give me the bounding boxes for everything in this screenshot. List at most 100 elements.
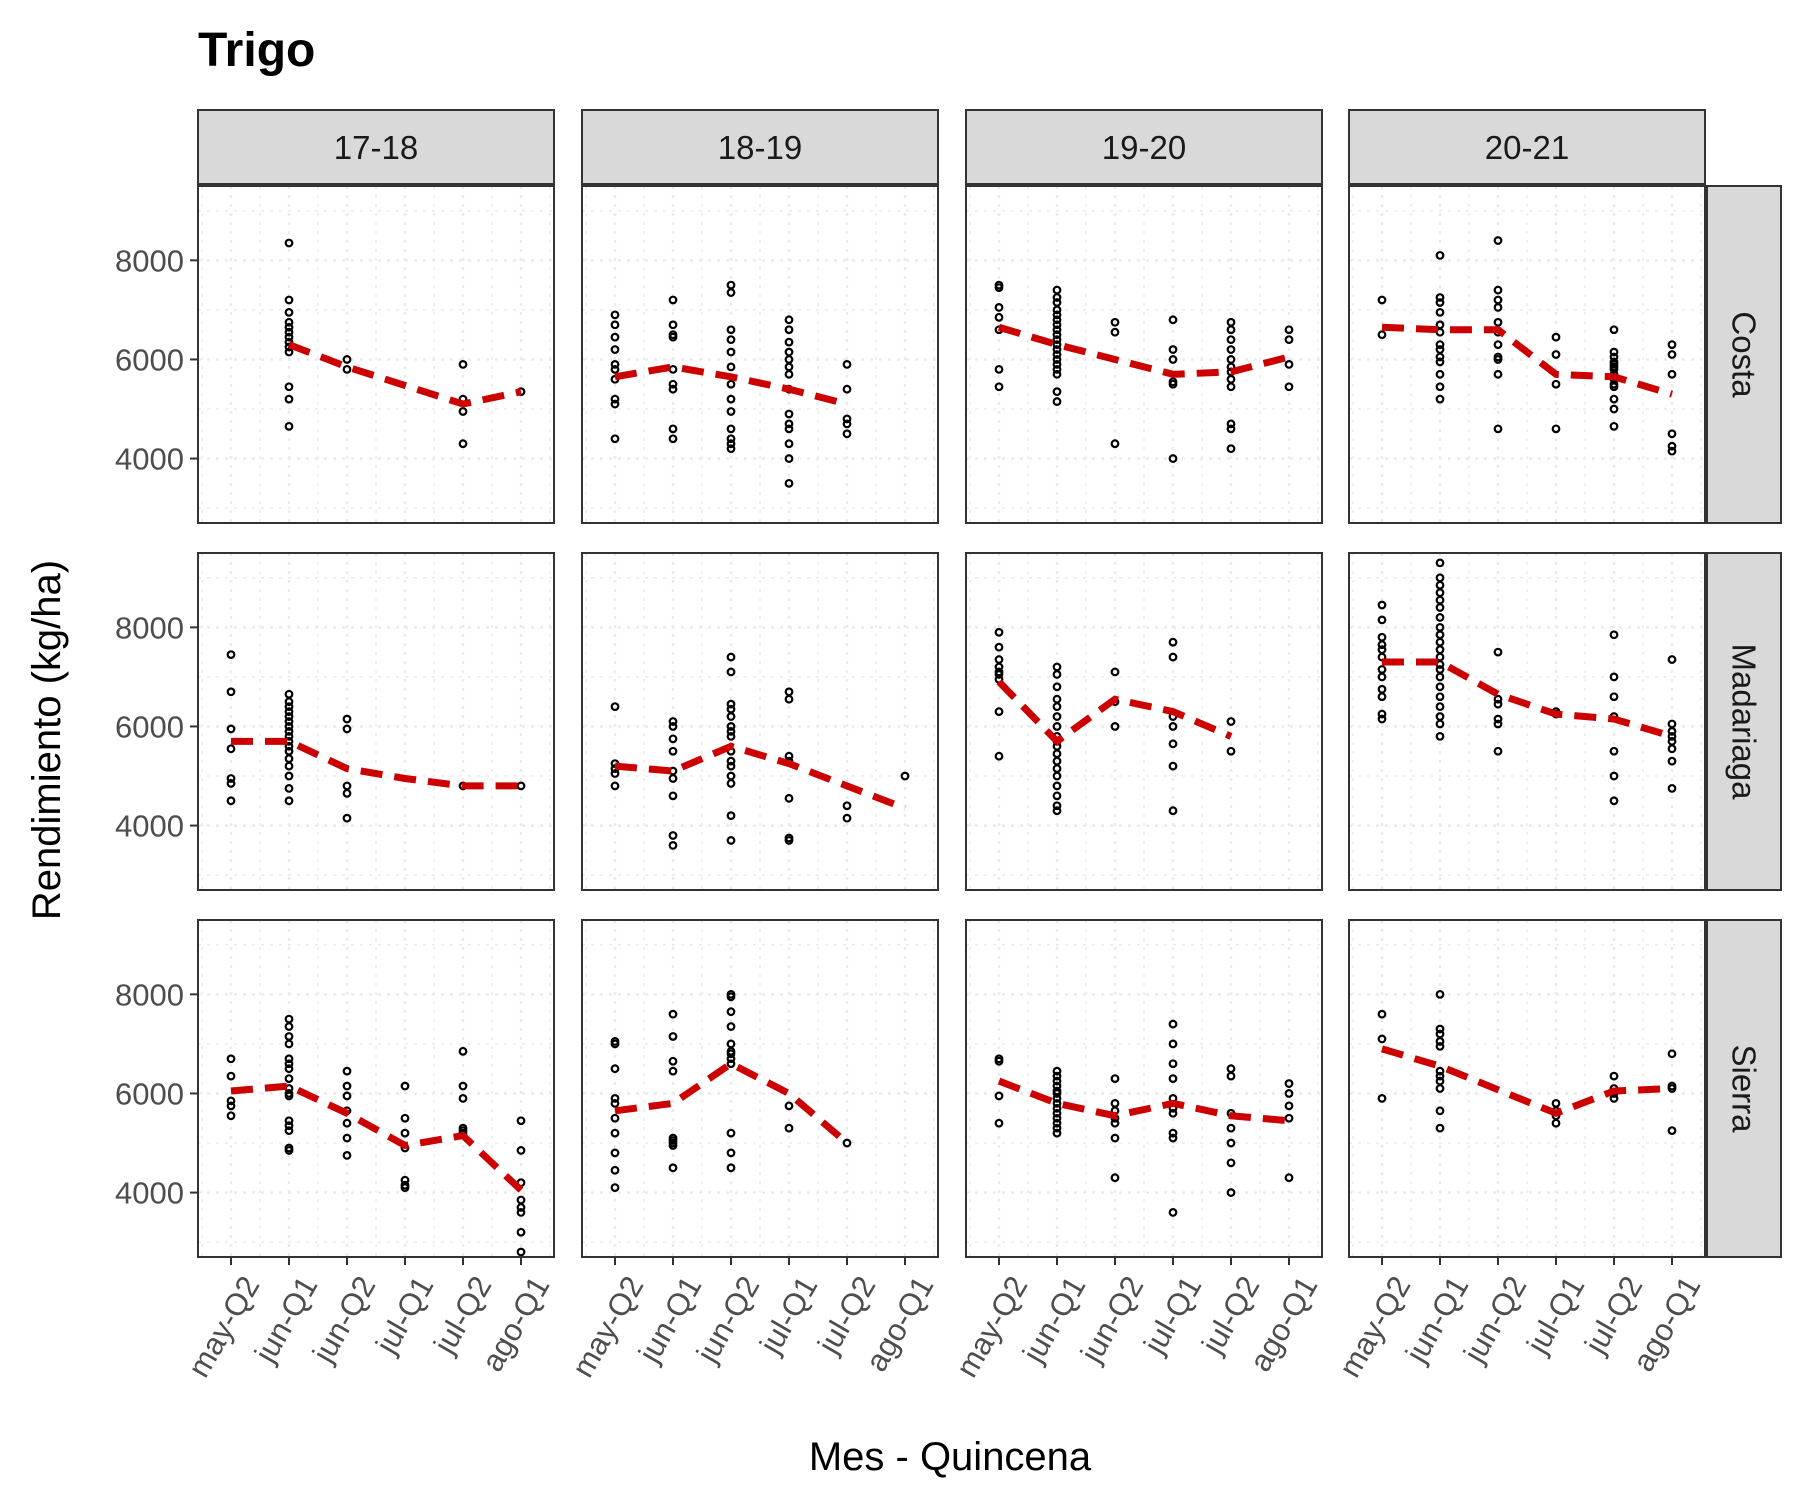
data-point xyxy=(1284,1173,1294,1183)
data-point xyxy=(726,1059,736,1069)
panel-background xyxy=(198,186,554,523)
data-point xyxy=(1052,1128,1062,1138)
data-point xyxy=(1168,1133,1178,1143)
data-point xyxy=(1609,692,1619,702)
data-point xyxy=(226,1071,236,1081)
panel-border xyxy=(1348,552,1706,891)
x-axis-title: Mes - Quincena xyxy=(809,1435,1092,1479)
trend-line xyxy=(1380,1045,1673,1118)
panel-border xyxy=(197,552,555,891)
data-point xyxy=(1377,714,1387,724)
panel-border xyxy=(581,919,939,1258)
data-point xyxy=(1052,397,1062,406)
data-point xyxy=(284,347,294,357)
data-point xyxy=(1052,369,1062,379)
data-point xyxy=(342,1081,352,1091)
data-point xyxy=(1052,1094,1062,1103)
x-tick-label: jul-Q1 xyxy=(368,1270,440,1360)
data-point xyxy=(1052,293,1062,302)
data-point xyxy=(1667,784,1677,793)
trend-line xyxy=(230,1082,524,1193)
trend-line xyxy=(997,323,1290,378)
data-point xyxy=(1609,382,1619,392)
data-point xyxy=(226,1101,236,1111)
data-point xyxy=(1226,345,1236,354)
data-point xyxy=(342,1066,352,1076)
data-point xyxy=(1667,744,1677,754)
data-point xyxy=(284,784,294,793)
x-tick-label: jul-Q1 xyxy=(1519,1270,1591,1360)
data-point xyxy=(1052,305,1062,315)
data-point xyxy=(1168,1108,1178,1118)
x-tick-label: may-Q2 xyxy=(181,1270,266,1383)
data-point xyxy=(1110,1173,1120,1183)
data-point xyxy=(1493,236,1503,245)
data-point xyxy=(1609,1094,1619,1103)
data-point xyxy=(1609,771,1619,781)
data-point xyxy=(1052,1123,1062,1133)
data-point xyxy=(1667,441,1677,451)
data-point xyxy=(726,444,736,454)
data-point xyxy=(784,315,794,325)
data-point xyxy=(1168,379,1178,389)
data-point xyxy=(726,1128,736,1138)
data-point xyxy=(1226,325,1236,335)
data-point xyxy=(1052,712,1062,721)
data-point xyxy=(668,1163,678,1173)
data-point xyxy=(1493,369,1503,379)
data-point xyxy=(342,355,352,364)
data-point xyxy=(1435,1084,1445,1093)
data-point xyxy=(226,724,236,734)
data-point xyxy=(1493,746,1503,756)
data-point xyxy=(1435,613,1445,622)
data-point xyxy=(784,409,794,419)
data-point xyxy=(1052,722,1062,731)
data-point xyxy=(458,1046,468,1056)
data-point xyxy=(1168,722,1178,731)
data-point xyxy=(226,650,236,659)
data-point xyxy=(284,771,294,781)
data-point xyxy=(726,1163,736,1173)
data-point xyxy=(668,791,678,801)
data-point xyxy=(284,332,294,342)
data-point xyxy=(1284,1079,1294,1088)
y-tick-label: 6000 xyxy=(115,342,184,377)
data-point xyxy=(1168,1039,1178,1049)
data-point xyxy=(1284,335,1294,345)
y-tick-label: 6000 xyxy=(115,1076,184,1111)
data-point xyxy=(1377,709,1387,719)
data-point xyxy=(1226,1188,1236,1197)
data-point xyxy=(726,1148,736,1158)
data-point xyxy=(842,419,852,429)
data-point xyxy=(284,1064,294,1074)
data-point xyxy=(1435,1024,1445,1034)
data-point xyxy=(342,788,352,798)
data-point xyxy=(1609,394,1619,404)
data-point xyxy=(1435,369,1445,379)
data-point xyxy=(284,421,294,431)
panel-border xyxy=(581,552,939,891)
data-point xyxy=(1435,719,1445,729)
data-point xyxy=(610,1064,620,1074)
data-point xyxy=(1052,1066,1062,1076)
data-point xyxy=(784,1101,794,1111)
data-point xyxy=(668,434,678,444)
data-point xyxy=(610,1183,620,1193)
data-point xyxy=(726,347,736,357)
panel-background xyxy=(582,186,938,523)
data-point xyxy=(284,1074,294,1083)
data-point xyxy=(726,712,736,721)
data-point xyxy=(1226,444,1236,454)
x-tick-label: jul-Q1 xyxy=(1136,1270,1208,1360)
row-strip xyxy=(1706,919,1782,1258)
data-point xyxy=(1609,347,1619,357)
y-tick-label: 6000 xyxy=(115,709,184,744)
y-tick-label: 8000 xyxy=(115,977,184,1012)
data-point xyxy=(1052,771,1062,781)
data-point xyxy=(1493,424,1503,434)
row-strip-label: Sierra xyxy=(1726,1044,1763,1133)
data-point xyxy=(284,707,294,716)
column-strip xyxy=(581,109,939,185)
data-point xyxy=(1667,727,1677,736)
data-point xyxy=(1493,719,1503,729)
